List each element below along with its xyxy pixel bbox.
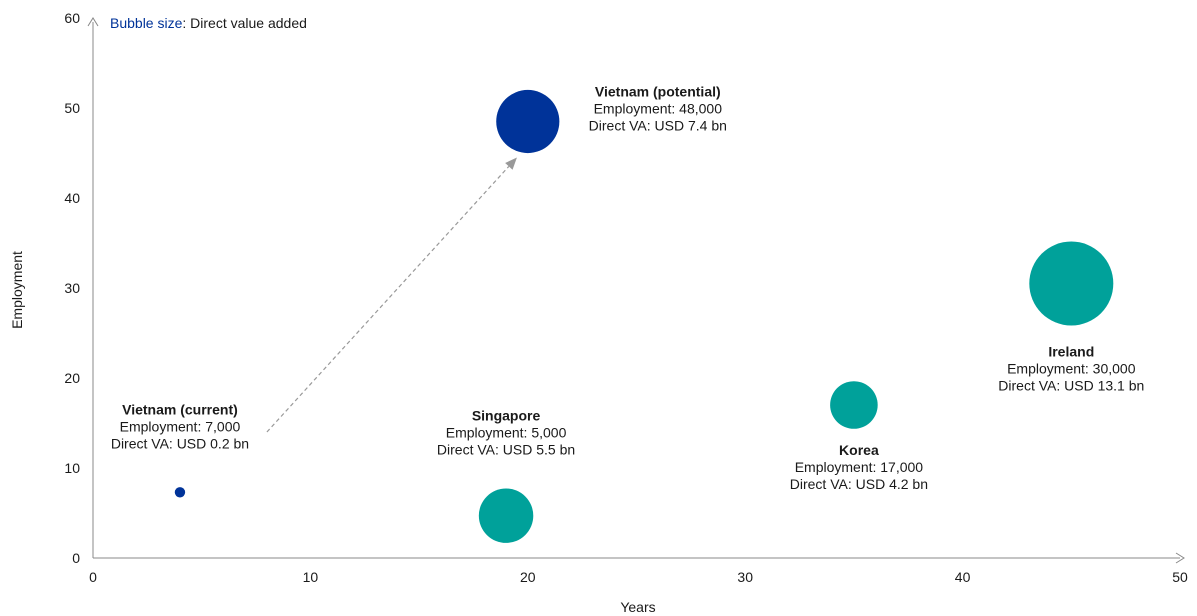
bubble-label-name: Vietnam (potential) xyxy=(595,84,721,100)
x-tick-label: 10 xyxy=(303,569,319,585)
bubble xyxy=(174,487,186,498)
y-axis-title: Employment xyxy=(9,251,25,329)
bubble-size-note: Bubble size: Direct value added xyxy=(110,15,307,31)
bubble-label-name: Ireland xyxy=(1048,344,1094,360)
bubble-label-detail: Direct VA: USD 4.2 bn xyxy=(790,476,928,492)
y-tick-label: 0 xyxy=(72,550,80,566)
x-tick-label: 30 xyxy=(737,569,753,585)
bubble-label-detail: Employment: 48,000 xyxy=(594,101,723,117)
bubble-labels: Vietnam (current)Employment: 7,000Direct… xyxy=(111,84,1144,493)
x-tick-label: 50 xyxy=(1172,569,1188,585)
y-tick-label: 30 xyxy=(64,280,80,296)
y-tick-label: 60 xyxy=(64,10,80,26)
x-tick-label: 20 xyxy=(520,569,536,585)
y-axis-arrowhead xyxy=(87,17,99,27)
x-tick-label: 0 xyxy=(89,569,97,585)
y-tick-label: 10 xyxy=(64,460,80,476)
y-tick-label: 20 xyxy=(64,370,80,386)
bubble-label-detail: Employment: 17,000 xyxy=(795,459,924,475)
y-tick-label: 50 xyxy=(64,100,80,116)
bubble-label-detail: Direct VA: USD 0.2 bn xyxy=(111,435,249,451)
bubble-label-detail: Direct VA: USD 7.4 bn xyxy=(589,118,727,134)
bubble-label-detail: Direct VA: USD 5.5 bn xyxy=(437,442,575,458)
bubble xyxy=(830,381,878,429)
bubble-label-detail: Employment: 5,000 xyxy=(446,425,567,441)
x-tick-label: 40 xyxy=(955,569,971,585)
bubble-label-name: Singapore xyxy=(472,408,541,424)
bubble-label-name: Vietnam (current) xyxy=(122,401,238,417)
bubble-label-detail: Direct VA: USD 13.1 bn xyxy=(998,378,1144,394)
x-axis-arrowhead xyxy=(1175,552,1185,564)
bubble xyxy=(478,488,534,543)
y-tick-label: 40 xyxy=(64,190,80,206)
growth-arrowhead xyxy=(505,157,517,170)
bubble-label-name: Korea xyxy=(839,442,879,458)
bubble xyxy=(1029,241,1114,326)
bubbles xyxy=(174,89,1114,543)
x-axis-title: Years xyxy=(620,599,655,615)
bubble-size-note-key: Bubble size xyxy=(110,15,183,31)
bubble-size-note-text: : Direct value added xyxy=(182,15,307,31)
bubble-label-detail: Employment: 30,000 xyxy=(1007,361,1136,377)
growth-arrow xyxy=(266,165,510,433)
bubble-label-detail: Employment: 7,000 xyxy=(120,418,241,434)
bubble xyxy=(496,89,560,154)
tick-labels: 0 10 20 30 40 50 0 10 20 30 40 50 60 xyxy=(64,10,1188,585)
